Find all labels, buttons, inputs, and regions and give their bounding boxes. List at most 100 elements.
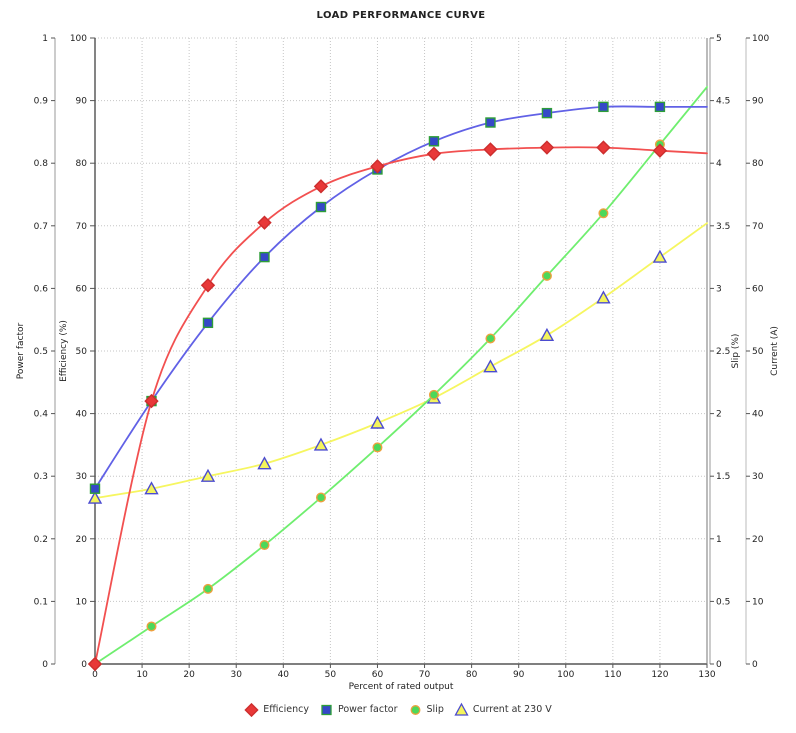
legend-label: Power factor: [337, 704, 398, 715]
x-tick-label: 20: [183, 670, 195, 680]
y-tick-label: 0.6: [34, 284, 49, 294]
legend-marker-circle-icon: [410, 705, 420, 715]
y-tick-label: 0.7: [34, 222, 48, 232]
data-point-marker: [370, 415, 385, 429]
data-point-marker: [313, 179, 329, 194]
data-point-marker: [483, 142, 498, 157]
y-tick-label: 80: [76, 159, 88, 169]
y-tick-label: 20: [76, 535, 88, 545]
series-line-slip: [94, 86, 708, 665]
efficiency-axis-tick-labels: 0 10 20 30 40 50 60 70 80 90 100: [70, 34, 95, 670]
data-point-marker: [372, 442, 383, 453]
legend-marker-triangle-icon: [454, 702, 469, 716]
data-point-marker: [200, 278, 216, 293]
x-tick-label: 130: [698, 670, 715, 680]
x-tick-label: 30: [231, 670, 243, 680]
y-tick-label: 60: [76, 284, 88, 294]
y-tick-label: 60: [752, 284, 764, 294]
legend-item-slip: Slip: [408, 702, 444, 717]
legend-marker-shape: [454, 702, 469, 716]
data-point-marker: [652, 143, 668, 158]
legend-marker-shape: [244, 702, 259, 717]
y-tick-label: 3.5: [716, 222, 730, 232]
data-point-marker: [541, 270, 552, 281]
x-tick-label: 100: [557, 670, 574, 680]
y-tick-label: 0.1: [34, 597, 48, 607]
y-tick-label: 70: [752, 222, 764, 232]
data-point-marker: [259, 251, 270, 263]
legend-marker-diamond-icon: [244, 702, 259, 717]
axis-title-current: Current (A): [770, 326, 780, 376]
series-line-efficiency: [94, 146, 708, 665]
data-point-marker: [313, 437, 329, 451]
y-tick-label: 30: [752, 472, 764, 482]
data-point-marker: [596, 140, 611, 155]
x-tick-label: 120: [651, 670, 668, 680]
legend-label: Current at 230 V: [472, 704, 552, 715]
y-tick-label: 100: [70, 34, 87, 44]
series-line-power_factor: [94, 105, 708, 490]
y-tick-label: 0: [81, 660, 87, 670]
y-tick-label: 0.2: [34, 535, 48, 545]
legend-label: Slip: [426, 704, 444, 715]
legend-item-efficiency: Efficiency: [244, 702, 309, 717]
x-tick-label: 90: [513, 670, 525, 680]
y-tick-label: 0.8: [34, 159, 49, 169]
data-point-marker: [654, 101, 666, 113]
y-tick-label: 0.5: [716, 597, 730, 607]
legend-item-power_factor: Power factor: [319, 702, 398, 717]
legend-label: Efficiency: [263, 704, 309, 715]
axis-title-slip: Slip (%): [731, 333, 741, 369]
data-point-marker: [541, 107, 553, 119]
legend-marker-shape: [410, 705, 420, 715]
y-tick-label: 70: [76, 222, 88, 232]
data-point-marker: [539, 140, 555, 155]
y-tick-label: 4: [716, 159, 722, 169]
data-point-marker: [485, 117, 496, 128]
y-tick-label: 80: [752, 159, 764, 169]
data-point-marker: [652, 249, 668, 263]
current-axis-tick-labels: 0 10 20 30 40 50 60 70 80 90 100: [746, 34, 769, 670]
legend-marker-shape: [321, 704, 332, 716]
data-point-marker: [257, 456, 272, 470]
y-tick-label: 40: [76, 410, 88, 420]
y-tick-label: 3: [716, 284, 722, 294]
y-tick-label: 50: [752, 347, 764, 357]
y-tick-label: 50: [76, 347, 88, 357]
y-tick-label: 0: [716, 660, 722, 670]
y-tick-label: 0.3: [34, 472, 48, 482]
y-tick-label: 90: [76, 97, 88, 107]
data-point-marker: [598, 208, 609, 219]
x-tick-label: 80: [466, 670, 478, 680]
power-factor-axis-tick-labels: 0 0.1 0.2 0.3 0.4 0.5 0.6 0.7 0.8 0.9 1: [34, 34, 55, 670]
y-tick-label: 20: [752, 535, 764, 545]
y-tick-label: 10: [752, 597, 764, 607]
y-tick-label: 1.5: [716, 472, 730, 482]
y-tick-label: 0.9: [34, 97, 49, 107]
data-point-marker: [315, 492, 326, 503]
data-point-marker: [144, 481, 159, 495]
data-point-marker: [146, 621, 157, 632]
legend: Efficiency Power factor Slip Current at 230…: [0, 702, 796, 717]
y-tick-label: 0: [752, 660, 758, 670]
data-point-marker: [202, 317, 214, 329]
y-tick-label: 90: [752, 97, 764, 107]
x-tick-label: 40: [278, 670, 290, 680]
data-point-marker: [87, 656, 103, 672]
legend-marker-square-icon: [321, 704, 332, 716]
axis-title-power-factor: Power factor: [16, 322, 26, 380]
data-point-marker: [315, 201, 327, 213]
data-point-marker: [426, 146, 442, 161]
chart-title: LOAD PERFORMANCE CURVE: [316, 10, 486, 21]
x-axis-tick-labels: 0 10 20 30 40 50 60 70 80 90 100 110 120 130: [92, 664, 716, 680]
y-tick-label: 30: [76, 472, 88, 482]
data-point-marker: [202, 583, 213, 594]
data-point-marker: [370, 159, 385, 174]
y-tick-label: 40: [752, 410, 764, 420]
data-point-marker: [483, 359, 498, 373]
series-line-current: [94, 222, 708, 499]
y-tick-label: 10: [76, 597, 88, 607]
y-tick-label: 100: [752, 34, 769, 44]
y-tick-label: 1: [716, 535, 722, 545]
